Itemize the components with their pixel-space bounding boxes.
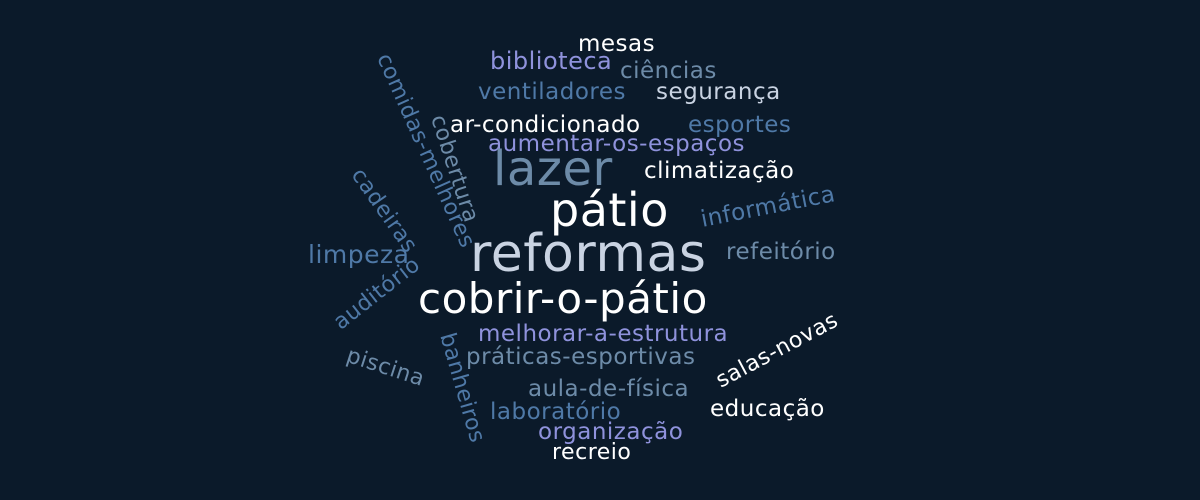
- word-salas-novas: salas-novas: [711, 307, 843, 394]
- word-educacao: educação: [710, 396, 825, 422]
- word-cobrir-o-patio: cobrir-o-pátio: [418, 274, 708, 323]
- word-ciencias: ciências: [620, 58, 717, 84]
- word-mesas: mesas: [578, 31, 656, 57]
- word-recreio: recreio: [552, 440, 632, 465]
- word-organizacao: organização: [538, 419, 684, 445]
- word-ar-condicionado: ar-condicionado: [450, 112, 641, 138]
- word-esportes: esportes: [688, 112, 792, 138]
- word-piscina: piscina: [343, 343, 428, 392]
- word-seguranca: segurança: [656, 79, 781, 105]
- word-praticas-esportivas: práticas-esportivas: [466, 344, 696, 370]
- word-laboratorio: laboratório: [490, 399, 622, 425]
- word-climatizacao: climatização: [644, 158, 795, 184]
- word-biblioteca: biblioteca: [490, 47, 613, 75]
- word-reformas: reformas: [470, 224, 707, 284]
- word-limpeza: limpeza: [308, 240, 410, 269]
- word-refeitorio: refeitório: [726, 239, 836, 265]
- word-melhorar-a-estrutura: melhorar-a-estrutura: [478, 321, 729, 347]
- word-patio: pátio: [550, 183, 669, 237]
- word-aula-de-fisica: aula-de-física: [528, 376, 690, 402]
- word-lazer: lazer: [493, 141, 613, 197]
- word-aumentar-os-espacos: aumentar-os-espaços: [488, 131, 746, 157]
- word-informatica: informática: [698, 181, 838, 233]
- word-ventiladores: ventiladores: [478, 79, 626, 105]
